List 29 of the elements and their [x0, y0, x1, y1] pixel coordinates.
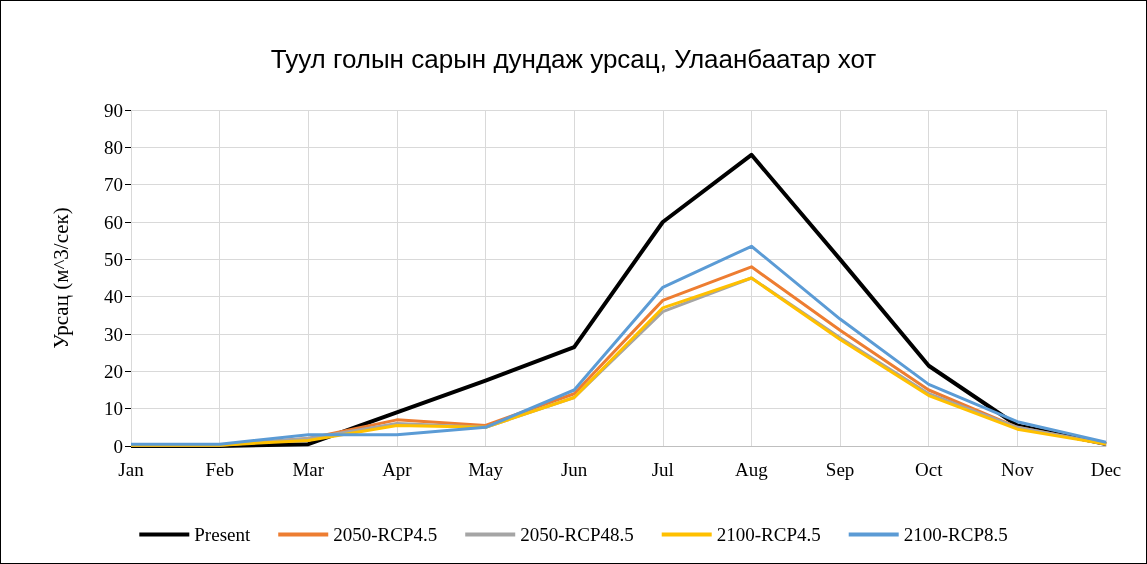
x-tick-label: Nov — [1001, 459, 1035, 480]
x-tick-label: Dec — [1090, 459, 1122, 480]
legend-label: 2100-RCP8.5 — [903, 524, 1008, 545]
legend-label: 2050-RCP48.5 — [520, 524, 634, 545]
y-tick-label: 20 — [104, 360, 123, 382]
y-tick-label: 0 — [113, 435, 123, 457]
y-axis-title: Урсац (м^3/сек) — [48, 207, 73, 349]
legend-label: 2100-RCP4.5 — [716, 524, 821, 545]
x-tick-label: Jun — [560, 459, 588, 480]
y-tick-label: 50 — [104, 248, 123, 270]
y-tick-label: 90 — [104, 99, 123, 121]
y-tick-label: 60 — [104, 211, 123, 233]
x-tick-label: Feb — [205, 459, 234, 480]
y-tick-label: 80 — [104, 136, 123, 158]
legend-label: Present — [194, 524, 251, 545]
x-tick-label: May — [468, 459, 504, 480]
x-tick-label: Sep — [825, 459, 855, 480]
legend-label: 2050-RCP4.5 — [333, 524, 438, 545]
x-tick-label: Aug — [735, 459, 769, 480]
y-tick-label: 10 — [104, 398, 123, 420]
y-tick-label: 70 — [104, 174, 123, 196]
x-tick-label: Jul — [651, 459, 674, 480]
x-tick-label: Oct — [915, 459, 944, 480]
y-tick-label: 40 — [104, 286, 123, 308]
x-tick-label: Mar — [292, 459, 325, 480]
chart-title: Туул голын сарын дундаж урсац, Улаанбаатар хот — [270, 44, 877, 74]
x-tick-label: Apr — [382, 459, 413, 480]
y-tick-label: 30 — [104, 323, 123, 345]
x-tick-label: Jan — [118, 459, 145, 480]
